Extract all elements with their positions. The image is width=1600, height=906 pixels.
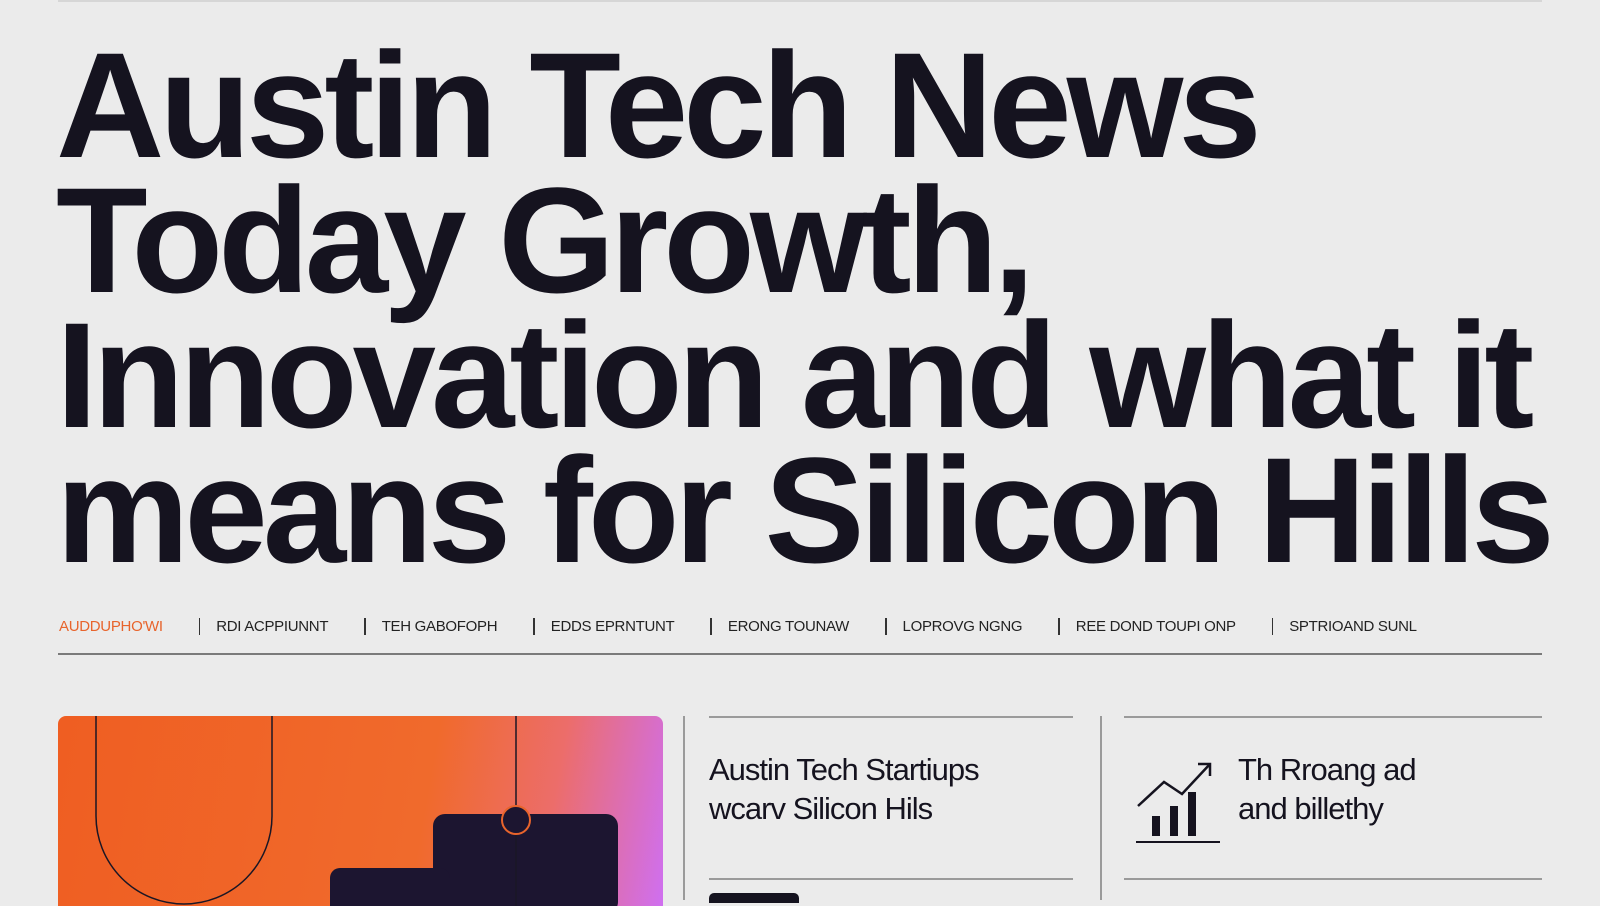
top-rule — [58, 0, 1542, 2]
hero-image — [58, 716, 663, 906]
nav-item[interactable]: RDI ACPPIUNNT — [216, 618, 329, 635]
card-title-line: wcarv Silicon Hils — [709, 791, 933, 826]
nav-separator — [1058, 618, 1060, 635]
nav-separator — [198, 618, 201, 635]
headline-line: means for Silicon Hills — [56, 426, 1555, 594]
column-divider — [683, 716, 685, 900]
card-rule — [709, 716, 1073, 718]
nav-separator — [533, 618, 535, 635]
nav-item[interactable]: LOPROVG NGNG — [902, 618, 1023, 635]
card-rule — [709, 878, 1073, 880]
nav-separator — [1271, 618, 1274, 635]
headline-line: Innovation and what it — [56, 291, 1534, 459]
headline-line: Today Growth, — [56, 156, 1035, 324]
card-title[interactable]: Austin Tech Startiups wcarv Silicon Hils — [709, 750, 980, 828]
card-title[interactable]: Th Rroang ad and billethy — [1238, 750, 1417, 828]
hero-illustration — [95, 716, 618, 906]
column-divider — [1100, 716, 1102, 900]
card-tag — [709, 893, 799, 903]
growth-icon — [1136, 762, 1220, 843]
nav-item[interactable]: AUDDUPHO'WI — [59, 618, 163, 635]
nav-bar: AUDDUPHO'WI RDI ACPPIUNNT TEH GABOFOPH EDDS… — [59, 618, 1541, 635]
card-rule — [1124, 878, 1542, 880]
nav-separator — [885, 618, 887, 635]
nav-rule — [58, 653, 1542, 655]
nav-separator — [710, 618, 712, 635]
nav-separator — [364, 618, 366, 635]
nav-item[interactable]: EDDS EPRNTUNT — [550, 618, 675, 635]
card-title-line: Th Rroang ad — [1238, 752, 1417, 787]
nav-item[interactable]: ERONG TOUNAW — [727, 618, 850, 635]
nav-item[interactable]: SPTRIOAND SUNL — [1289, 618, 1417, 635]
card-rule — [1124, 716, 1542, 718]
nav-item[interactable]: TEH GABOFOPH — [381, 618, 498, 635]
headline: Austin Tech News Today Growth, Innovation … — [56, 21, 1555, 594]
card-title-line: and billethy — [1238, 791, 1384, 826]
nav-item[interactable]: REE DOND TOUPI ONP — [1075, 618, 1236, 635]
headline-line: Austin Tech News — [56, 21, 1262, 189]
card-title-line: Austin Tech Startiups — [709, 752, 980, 787]
